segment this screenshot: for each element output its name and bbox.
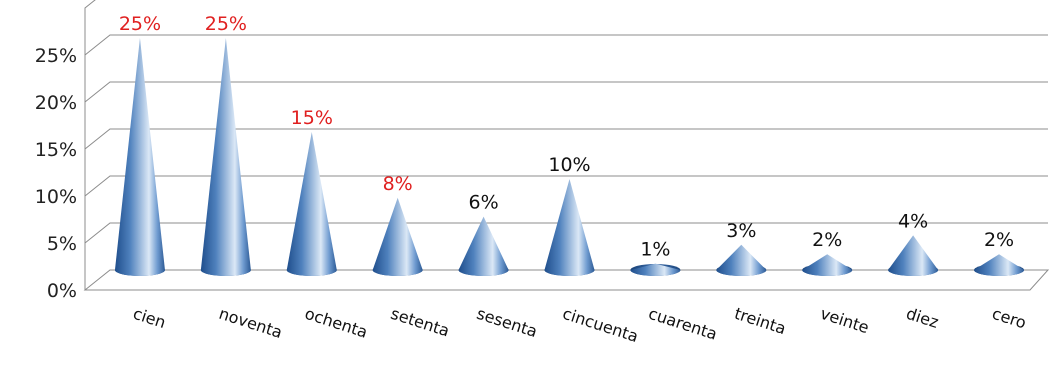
category-labels: cien noventa ochenta setenta sesenta cincuent… [131, 304, 1029, 346]
cone-cincuenta [544, 179, 595, 276]
category-label: cuarenta [646, 304, 719, 344]
category-label: cero [990, 304, 1029, 333]
cone-diez [888, 235, 939, 276]
y-tick-label: 25% [35, 45, 77, 67]
cone-veinte [802, 254, 853, 276]
y-tick-label: 15% [35, 139, 77, 161]
floor [83, 269, 1050, 291]
cone-treinta [716, 244, 767, 276]
data-label: 25% [119, 13, 161, 35]
cone-body [286, 132, 337, 276]
data-label: 15% [291, 107, 333, 129]
gridline [84, 81, 1048, 103]
category-label: setenta [388, 304, 451, 341]
cone-body [888, 235, 939, 276]
cone-cuarenta [630, 263, 681, 276]
gridline [84, 34, 1048, 56]
cone-body [974, 254, 1025, 276]
data-label: 4% [898, 210, 928, 232]
cone-body [458, 216, 509, 276]
y-tick-label: 5% [47, 233, 77, 255]
data-label: 10% [548, 154, 590, 176]
category-label: cien [131, 304, 168, 332]
cone-cero [974, 254, 1025, 276]
category-label: treinta [732, 304, 788, 338]
data-label: 8% [383, 173, 413, 195]
cone-body [200, 38, 251, 276]
cone-noventa [200, 38, 251, 276]
gridlines [84, 34, 1048, 244]
gridline [84, 222, 1048, 244]
data-label: 3% [726, 220, 756, 242]
category-label: diez [904, 304, 941, 332]
y-tick-label: 0% [47, 280, 77, 302]
data-labels: 25% 25% 15% 8% 6% 10% 1% 3% 2% 4% 2% [119, 13, 1014, 261]
cone-body [372, 197, 423, 276]
side-wall [84, 0, 96, 290]
y-tick-label: 20% [35, 92, 77, 114]
gridline [84, 175, 1048, 197]
category-label: cincuenta [560, 304, 640, 346]
cone-body [630, 263, 681, 276]
data-label: 25% [205, 13, 247, 35]
cone-body [802, 254, 853, 276]
cone-body [114, 38, 165, 276]
data-label: 2% [812, 229, 842, 251]
category-label: sesenta [474, 304, 539, 341]
category-label: veinte [818, 304, 871, 338]
y-axis-ticks: 0% 5% 10% 15% 20% 25% [35, 45, 77, 302]
y-tick-label: 10% [35, 186, 77, 208]
cone-cien [114, 38, 165, 276]
category-label: ochenta [303, 304, 370, 342]
data-label: 6% [469, 192, 499, 214]
cone-ochenta [286, 132, 337, 276]
cone-setenta [372, 197, 423, 276]
cone-body [544, 179, 595, 276]
gridline [84, 128, 1048, 150]
cone-sesenta [458, 216, 509, 276]
cones [114, 38, 1025, 276]
cone-body [716, 244, 767, 276]
data-label: 2% [984, 229, 1014, 251]
data-label: 1% [640, 239, 670, 261]
category-label: noventa [217, 304, 285, 342]
